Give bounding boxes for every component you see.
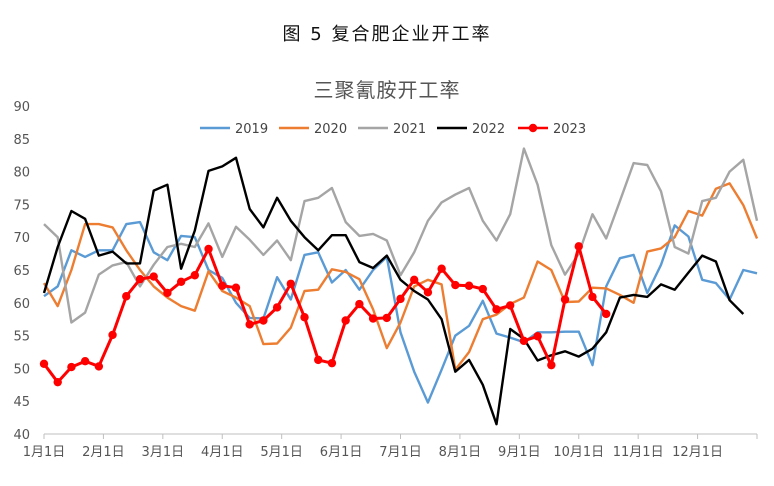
x-tick-label: 6月1日 [320, 445, 363, 460]
y-tick-label: 65 [13, 264, 30, 279]
x-tick-label: 4月1日 [201, 445, 244, 460]
data-point-2023 [341, 316, 350, 325]
x-tick-label: 8月1日 [439, 445, 482, 460]
figure-title: 图 5 复合肥企业开工率 [282, 24, 492, 45]
y-tick-label: 90 [13, 100, 30, 115]
data-point-2023 [574, 242, 583, 251]
y-tick-label: 80 [13, 166, 30, 181]
y-tick-label: 50 [13, 362, 30, 377]
x-tick-label: 3月1日 [142, 445, 185, 460]
legend-label-2021: 2021 [393, 122, 426, 137]
data-point-2023 [300, 313, 309, 322]
data-point-2023 [204, 244, 213, 254]
data-point-2023 [190, 271, 200, 280]
data-point-2023 [80, 356, 90, 366]
data-point-2023 [327, 358, 337, 368]
y-tick-label: 40 [13, 428, 30, 443]
x-tick-label: 11月1日 [613, 445, 664, 460]
data-point-2023 [382, 313, 391, 323]
y-tick-label: 60 [13, 297, 30, 312]
series-line-2019 [43, 220, 758, 404]
data-point-2023 [176, 277, 186, 287]
y-tick-label: 75 [13, 198, 30, 213]
data-point-2023 [94, 362, 104, 371]
data-point-2023 [53, 377, 62, 387]
y-tick-label: 85 [13, 133, 30, 148]
data-point-2023 [437, 264, 446, 273]
x-tick-label: 12月1日 [672, 445, 723, 460]
series-line-2021 [43, 147, 759, 324]
data-point-2023 [601, 309, 611, 319]
data-point-2023 [67, 362, 76, 372]
data-point-2023 [108, 330, 117, 340]
data-point-2023 [286, 279, 296, 288]
x-tick-label: 9月1日 [498, 445, 541, 460]
legend-label-2023: 2023 [553, 122, 586, 137]
data-point-2023 [122, 292, 131, 301]
series-line-2022 [42, 156, 745, 426]
data-point-2023 [533, 332, 542, 341]
x-tick-label: 2月1日 [82, 445, 125, 460]
data-point-2023 [163, 288, 172, 298]
data-point-2023 [410, 275, 419, 285]
x-tick-label: 1月1日 [23, 445, 66, 460]
data-point-2023 [231, 283, 241, 292]
y-tick-label: 70 [13, 231, 30, 246]
data-point-2023 [560, 295, 570, 304]
data-point-2023 [368, 314, 378, 323]
x-tick-label: 7月1日 [379, 445, 422, 460]
y-tick-label: 45 [13, 395, 30, 410]
x-tick-label: 10月1日 [553, 445, 604, 460]
data-point-2023 [492, 305, 501, 314]
data-point-2023 [547, 360, 556, 370]
data-point-2023 [149, 272, 158, 281]
data-point-2023 [39, 359, 49, 369]
data-point-2023 [314, 355, 323, 365]
x-axis: 1月1日 2月1日 3月1日 4月1日 5月1日 6月1日 7月1日 8月1日 9月1日 10月1… [23, 433, 758, 460]
legend: 2019 2020 2021 2022 2023 [200, 122, 586, 137]
data-point-2023 [505, 301, 515, 310]
data-point-2023 [272, 303, 282, 312]
series-line-2020 [42, 182, 759, 371]
data-point-2023 [519, 336, 529, 346]
data-point-2023 [588, 292, 597, 302]
legend-label-2019: 2019 [235, 122, 268, 137]
data-point-2023 [259, 316, 268, 325]
data-point-2023 [423, 288, 433, 297]
chart-title: 三聚氰胺开工率 [313, 78, 461, 102]
x-tick-label: 5月1日 [260, 445, 303, 460]
data-point-2023 [396, 294, 405, 304]
legend-label-2020: 2020 [314, 122, 347, 137]
plot-area [39, 147, 759, 426]
y-tick-label: 55 [13, 330, 30, 345]
y-axis: 40 45 50 55 60 65 70 75 80 85 90 [13, 100, 30, 443]
data-point-2023 [135, 274, 145, 284]
data-point-2023 [478, 284, 487, 294]
legend-label-2022: 2022 [472, 122, 505, 137]
data-point-2023 [464, 281, 474, 290]
data-point-2023 [245, 320, 254, 329]
legend-marker-2023 [528, 123, 538, 133]
data-point-2023 [451, 280, 460, 290]
data-point-2023 [355, 299, 364, 309]
data-point-2023 [218, 281, 227, 290]
